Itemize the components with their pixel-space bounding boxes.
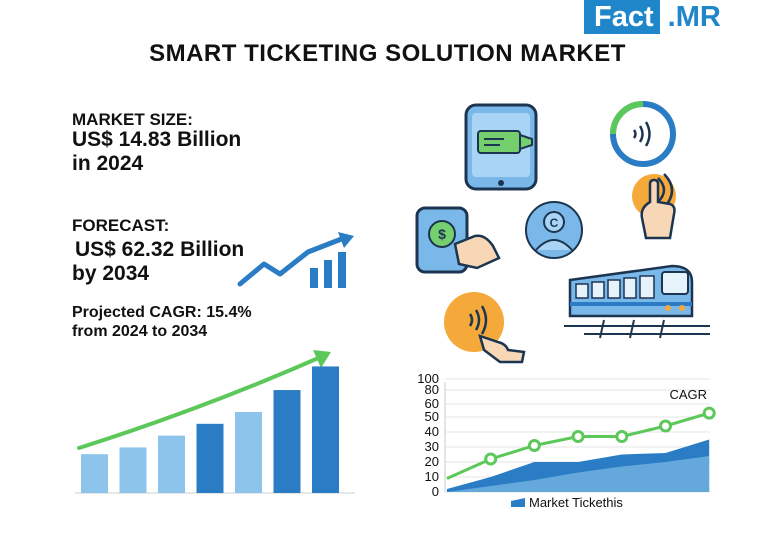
mobile-payment-icon: $: [415, 206, 501, 274]
y-tick-label: 60: [425, 396, 439, 411]
bar: [119, 447, 147, 493]
bar: [196, 423, 224, 493]
forecast-value: US$ 62.32 Billion: [75, 238, 245, 261]
cagr-point: [527, 439, 541, 452]
contactless-icon: [610, 101, 676, 167]
nfc-tap-icon: [444, 292, 526, 364]
cagr-point: [659, 419, 672, 433]
y-tick-label: 0: [432, 484, 439, 499]
page-title: SMART TICKETING SOLUTION MARKET: [149, 40, 626, 67]
y-tick-label: 50: [425, 409, 439, 424]
y-tick-label: 40: [425, 424, 439, 439]
brand-logo-mr: .MR: [659, 0, 725, 34]
bar-chart: [75, 350, 355, 494]
market-size-label: MARKET SIZE:: [72, 110, 193, 129]
y-tick-label: 30: [425, 439, 439, 454]
legend-swatch: [511, 498, 525, 507]
cagr-text: Projected CAGR: 15.4% from 2024 to 2034: [72, 303, 332, 341]
cagr-point: [571, 430, 585, 443]
legend-label: Market Tickethis: [529, 495, 623, 510]
cagr-point: [484, 452, 498, 466]
svg-text:$: $: [438, 226, 446, 242]
bar: [235, 412, 262, 493]
smartphone-ticket-icon: [464, 103, 538, 191]
bar: [81, 454, 108, 493]
growth-arrow-icon: [237, 232, 354, 288]
market-size-year: in 2024: [72, 152, 144, 175]
bar: [158, 435, 185, 493]
y-tick-label: 100: [417, 371, 439, 386]
forecast-label: FORECAST:: [72, 216, 170, 235]
bar: [312, 366, 339, 493]
y-tick-label: 20: [425, 454, 439, 469]
user-profile-icon: C: [525, 201, 583, 259]
forecast-year: by 2034: [72, 262, 150, 285]
y-tick-label: 80: [425, 382, 439, 397]
cagr-line2: from 2024 to 2034: [72, 323, 208, 340]
market-size-value: US$ 14.83 Billion: [72, 128, 242, 151]
tap-hand-icon: [632, 173, 676, 240]
bar: [273, 390, 301, 493]
brand-logo: Fact .MR: [584, 0, 725, 34]
svg-text:C: C: [550, 216, 559, 230]
train-icon: [564, 264, 710, 339]
cagr-point: [615, 430, 629, 443]
cagr-point: [702, 406, 716, 420]
cagr-line1: Projected CAGR: 15.4%: [72, 304, 252, 321]
brand-logo-fact: Fact: [584, 0, 660, 34]
y-tick-label: 10: [425, 469, 439, 484]
cagr-annotation: CAGR: [669, 387, 707, 402]
